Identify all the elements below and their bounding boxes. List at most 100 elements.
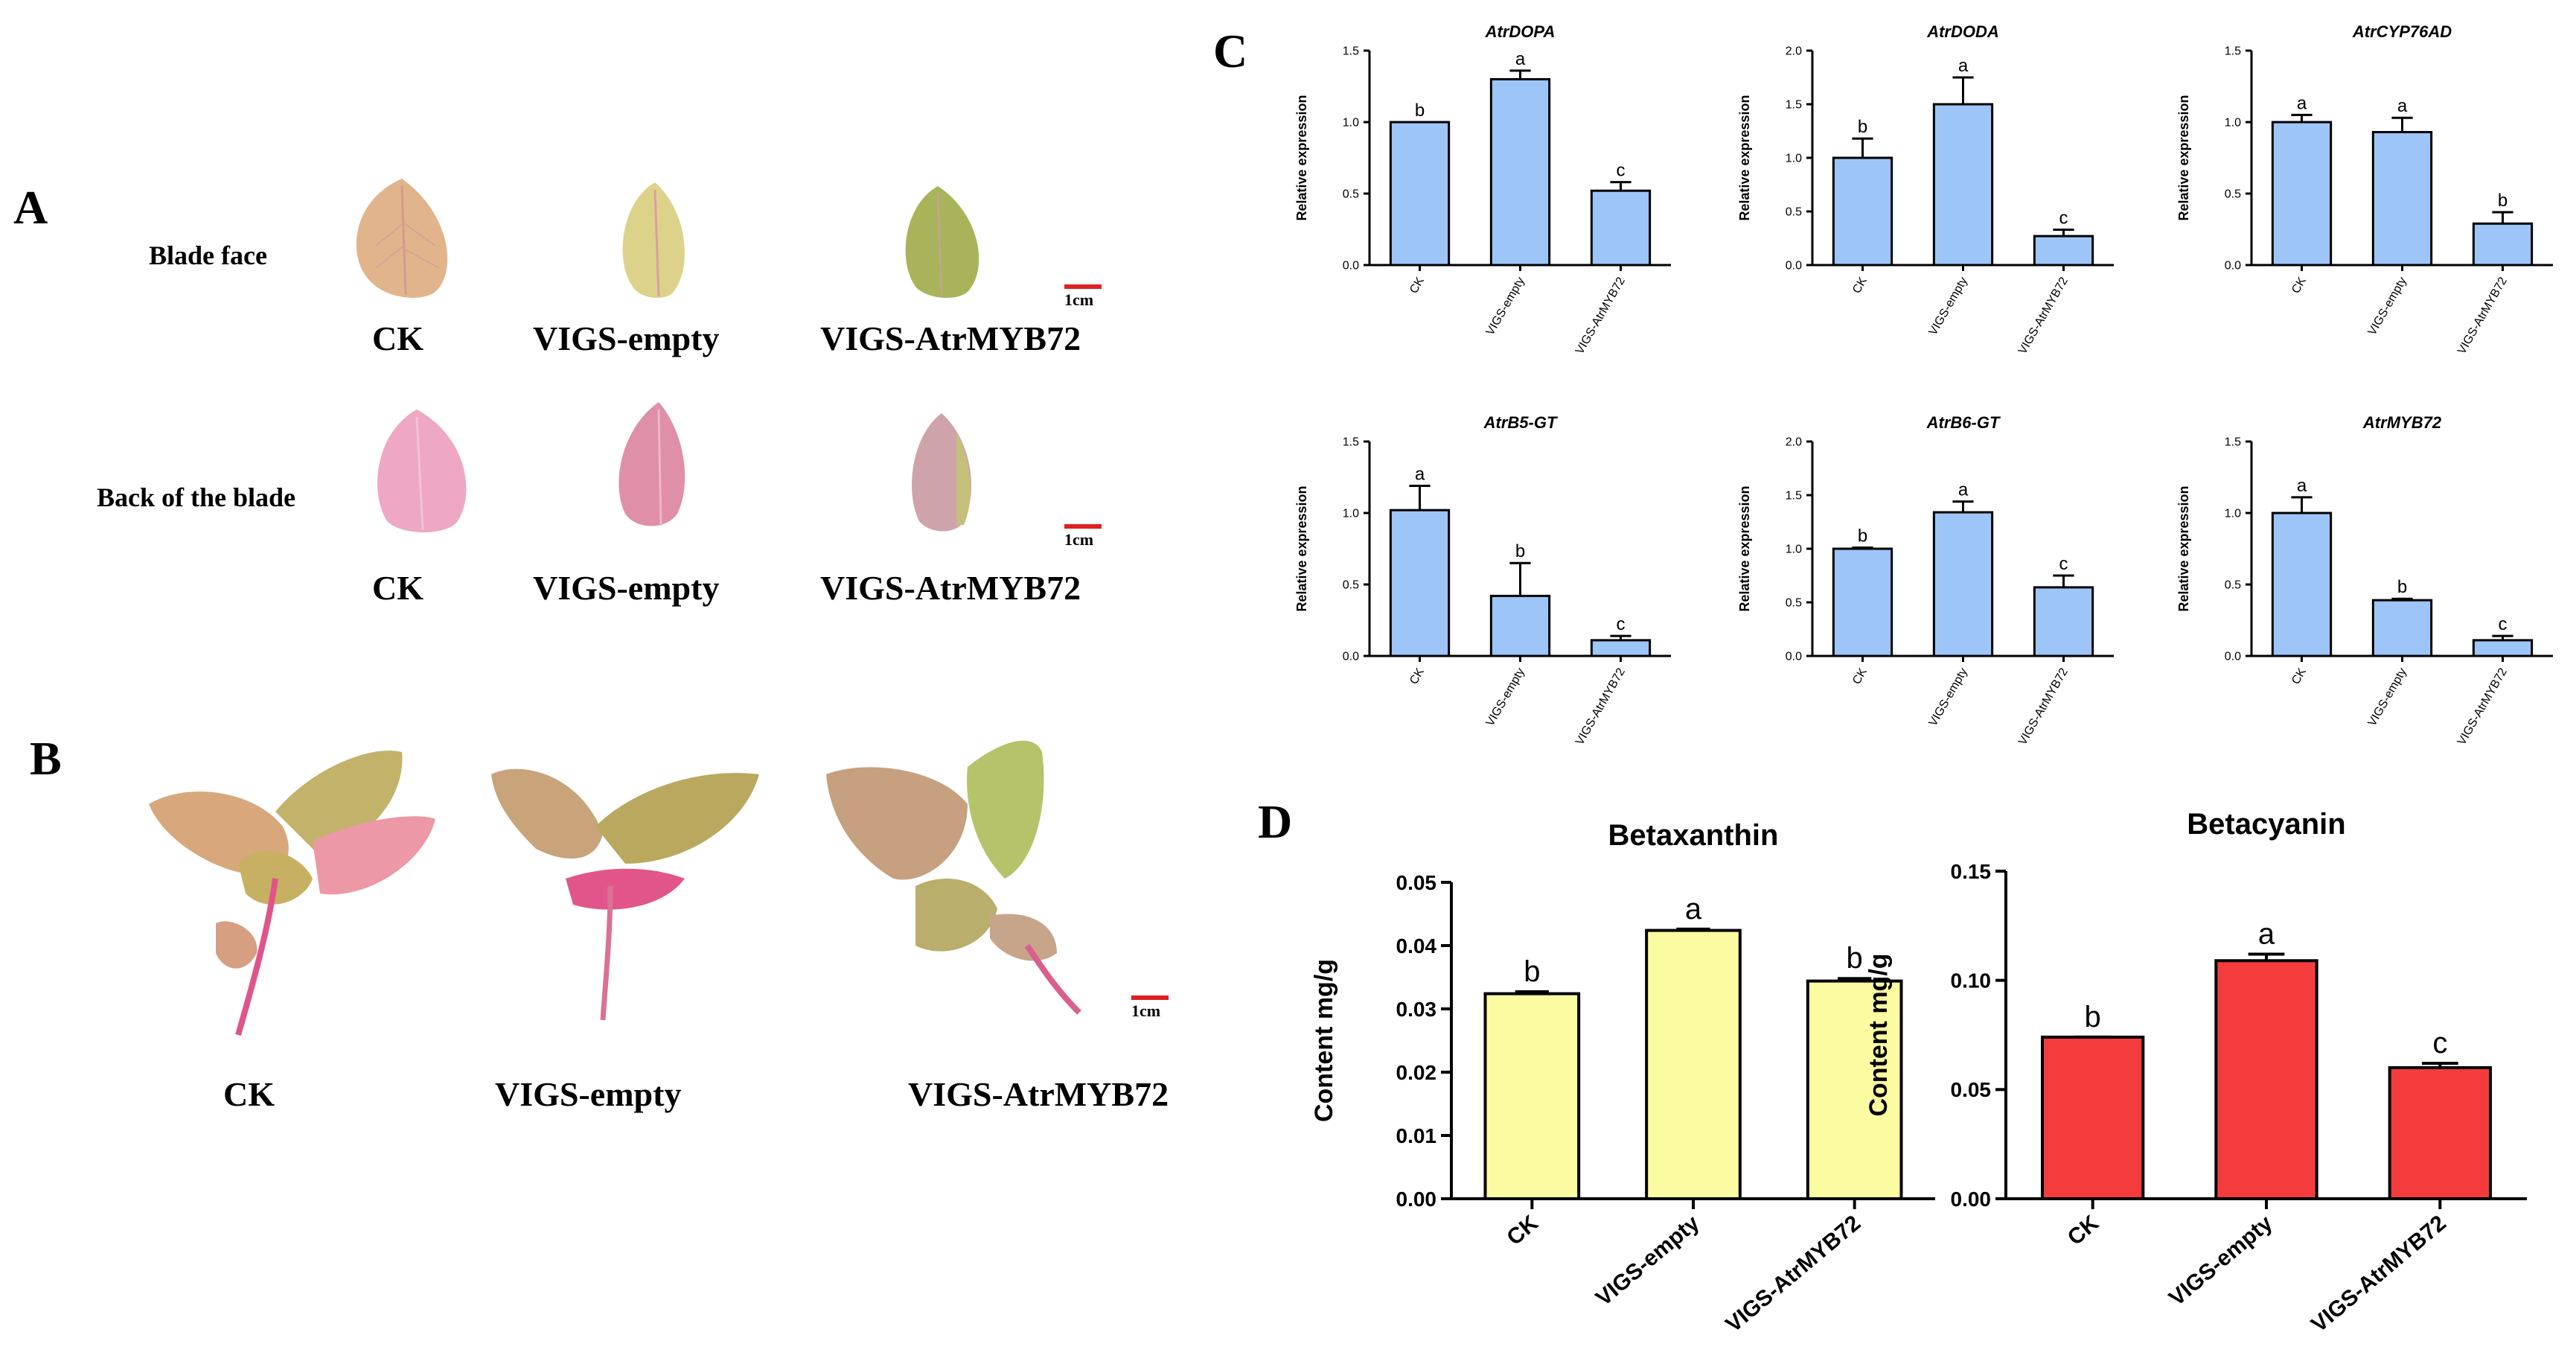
x-tick-label: VIGS-empty <box>1927 275 1970 338</box>
caption-vigs-empty: VIGS-empty <box>495 1075 681 1113</box>
x-tick-label: VIGS-AtrMYB72 <box>2016 666 2071 747</box>
bar-ck <box>1483 992 1581 1200</box>
significance-letter: b <box>1858 117 1867 137</box>
x-tick-label: VIGS-empty <box>1484 666 1527 729</box>
x-tick-label: VIGS-empty <box>2164 1211 2278 1311</box>
y-axis-label: Relative expression <box>2176 485 2191 611</box>
y-tick-label: 0.0 <box>2225 260 2241 273</box>
x-tick-label: VIGS-AtrMYB72 <box>2455 666 2510 747</box>
significance-letter: b <box>1415 101 1425 121</box>
caption-vigs-atrmyb72: VIGS-AtrMYB72 <box>908 1075 1169 1113</box>
significance-letter: b <box>2397 577 2407 597</box>
chart-betacyanin: Betacyanin Content mg/g 0.00 0.05 0.10 0.15 b C… <box>1864 808 2527 1337</box>
y-tick-label: 1.0 <box>2225 508 2241 520</box>
bar-vigs-empty <box>1932 103 1994 267</box>
leaf-photo-vigs-empty-face <box>622 182 685 299</box>
bar-vigs-empty <box>1489 594 1551 657</box>
bar-ck <box>1389 121 1451 267</box>
x-tick-label: VIGS-AtrMYB72 <box>1573 666 1628 747</box>
x-tick-label: CK <box>1407 666 1427 686</box>
y-tick-label: 1.5 <box>1343 436 1359 449</box>
scale-bar-a-row1: 1cm <box>1064 284 1102 309</box>
y-tick-label: 2.0 <box>1786 436 1802 449</box>
significance-letter: b <box>2085 1001 2101 1033</box>
significance-letter: b <box>1858 526 1867 547</box>
y-axis-label: Relative expression <box>2176 95 2191 220</box>
y-tick-label: 0.5 <box>1786 597 1802 610</box>
chart-title: AtrB5-GT <box>1483 413 1558 432</box>
x-tick-label: VIGS-empty <box>1591 1211 1704 1311</box>
y-tick-label: 1.5 <box>1343 45 1359 58</box>
y-tick-label: 0.5 <box>2225 188 2241 201</box>
chart-atrcyp76ad: AtrCYP76AD Relative expression 0.0 0.5 1.0 1.… <box>2176 22 2553 357</box>
y-axis-label: Relative expression <box>1737 95 1752 220</box>
bar-ck <box>2041 1035 2145 1201</box>
y-tick-label: 1.0 <box>2225 117 2241 130</box>
significance-letter: b <box>1515 541 1525 561</box>
y-tick-label: 0.5 <box>1343 188 1359 201</box>
x-tick-label: CK <box>1502 1211 1543 1250</box>
chart-title: Betacyanin <box>2187 808 2345 841</box>
chart-atrdoda: AtrDODA Relative expression 0.0 0.5 1.0 1.5 2.… <box>1737 22 2114 357</box>
bar-vigs-empty <box>1932 511 1994 657</box>
significance-letter: c <box>2059 208 2068 228</box>
caption-ck: CK <box>372 569 424 607</box>
significance-letter: a <box>1685 893 1702 925</box>
y-tick-label: 0.10 <box>1951 969 1992 992</box>
y-tick-label: 0.5 <box>2225 579 2241 592</box>
chart-title: AtrDODA <box>1926 22 1999 41</box>
scale-bar-label: 1cm <box>1131 1001 1160 1020</box>
chart-atrmyb72: AtrMYB72 Relative expression 0.0 0.5 1.0 1.5 a… <box>2176 413 2553 748</box>
caption-vigs-empty: VIGS-empty <box>533 319 719 357</box>
x-tick-label: VIGS-empty <box>2366 275 2409 338</box>
scale-bar-a-row2: 1cm <box>1064 524 1102 549</box>
bar-vigs-empty <box>2371 599 2433 657</box>
x-tick-label: VIGS-AtrMYB72 <box>2455 275 2510 356</box>
significance-letter: a <box>2297 476 2307 496</box>
chart-atrdopa: AtrDOPA Relative expression 0.0 0.5 1.0 1.5 b C… <box>1294 22 1671 357</box>
y-tick-label: 1.0 <box>1343 117 1359 130</box>
caption-vigs-atrmyb72: VIGS-AtrMYB72 <box>820 319 1081 357</box>
panel-a: Blade face 1cm CK VIGS-empty VIGS-AtrMYB… <box>97 179 1102 607</box>
x-tick-label: CK <box>2063 1211 2104 1250</box>
leaf-photo-vigs-atrmyb72-back <box>912 413 971 532</box>
x-tick-label: CK <box>1850 275 1870 296</box>
scale-bar-label: 1cm <box>1064 290 1093 309</box>
y-tick-label: 1.5 <box>2225 436 2241 449</box>
significance-letter: c <box>1617 161 1626 181</box>
x-tick-label: CK <box>1850 666 1870 686</box>
x-tick-label: CK <box>1407 275 1427 296</box>
significance-letter: b <box>1847 942 1863 975</box>
bar-vigs-atrmyb72 <box>2388 1066 2493 1200</box>
y-tick-label: 0.00 <box>1396 1188 1437 1211</box>
y-tick-label: 1.5 <box>2225 45 2241 58</box>
y-tick-label: 0.00 <box>1951 1188 1992 1211</box>
leaf-photo-vigs-atrmyb72-face <box>905 186 979 299</box>
y-tick-label: 1.0 <box>1786 544 1802 556</box>
leaf-photo-vigs-empty-back <box>619 402 685 526</box>
bar-vigs-empty <box>1645 928 1742 1200</box>
caption-vigs-empty: VIGS-empty <box>533 569 719 607</box>
scale-bar-b: 1cm <box>1131 995 1169 1020</box>
significance-letter: a <box>1958 480 1969 500</box>
bar-vigs-atrmyb72 <box>1590 639 1652 657</box>
significance-letter: b <box>2498 191 2508 211</box>
y-tick-label: 0.01 <box>1396 1124 1437 1147</box>
chart-title: AtrMYB72 <box>2362 413 2442 432</box>
significance-letter: c <box>2059 554 2068 574</box>
significance-letter: c <box>2499 614 2508 634</box>
plant-photo-vigs-empty <box>491 768 759 1021</box>
significance-letter: a <box>2397 96 2408 116</box>
bar-vigs-atrmyb72 <box>1590 189 1652 267</box>
y-tick-label: 0.0 <box>1786 651 1802 663</box>
y-tick-label: 0.05 <box>1396 871 1437 894</box>
bar-vigs-empty <box>2214 959 2318 1201</box>
bar-ck <box>2271 121 2333 267</box>
y-tick-label: 0.0 <box>1343 651 1359 663</box>
y-tick-label: 0.0 <box>1786 260 1802 273</box>
leaf-photo-ck-back <box>377 410 467 532</box>
x-tick-label: CK <box>2289 666 2309 686</box>
caption-ck: CK <box>223 1075 275 1113</box>
y-tick-label: 0.04 <box>1396 934 1437 958</box>
y-tick-label: 0.0 <box>2225 651 2241 663</box>
